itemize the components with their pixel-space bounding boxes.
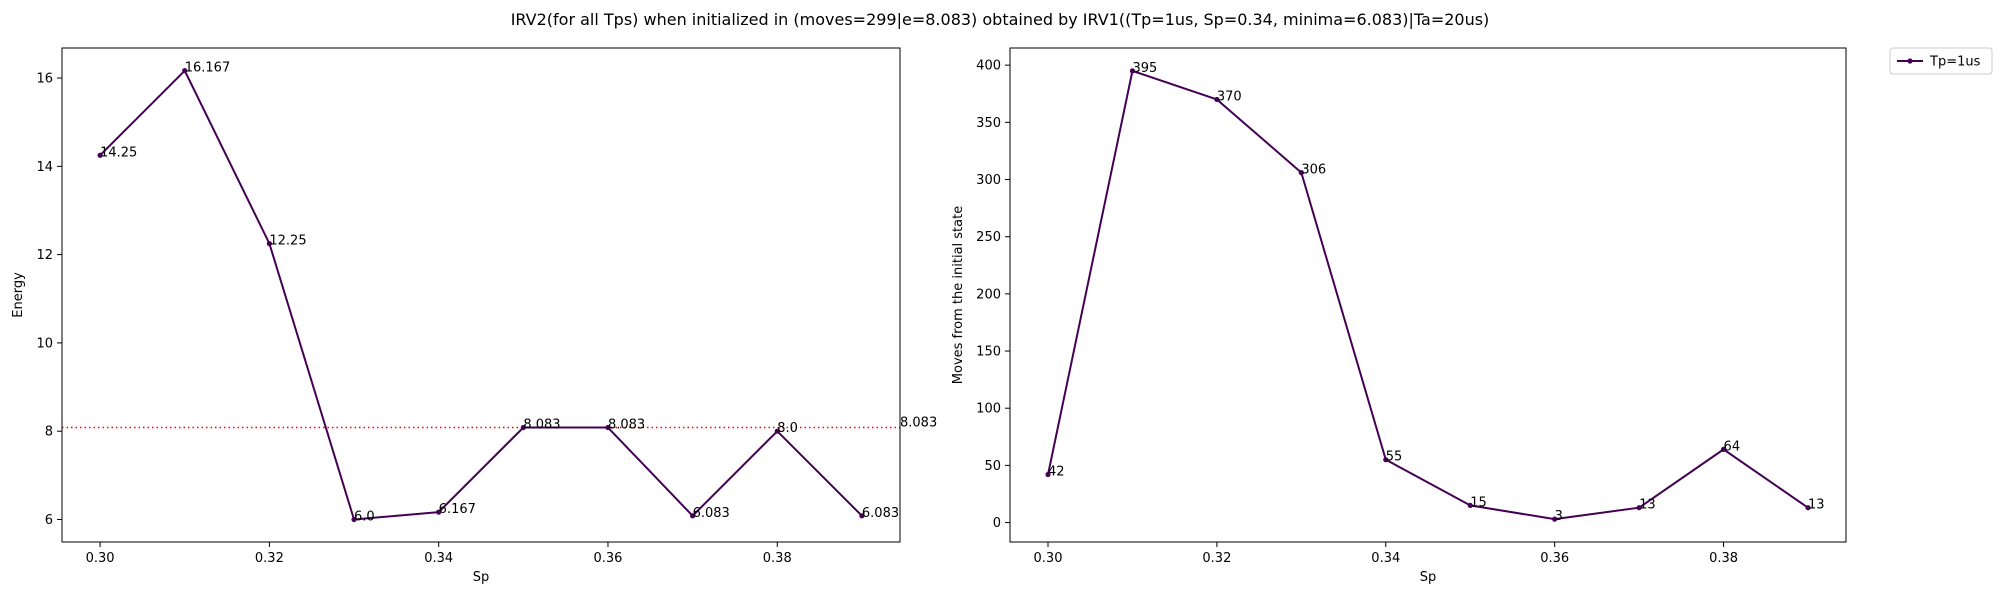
y-tick-label: 300 (976, 173, 1001, 188)
data-label: 6.083 (693, 506, 730, 521)
y-tick-label: 8 (45, 425, 53, 440)
data-label: 42 (1048, 465, 1065, 480)
data-point (1720, 446, 1727, 452)
x-tick-label: 0.36 (593, 551, 622, 566)
data-label: 6.0 (354, 509, 375, 524)
data-point (182, 68, 188, 74)
data-point (1552, 516, 1558, 522)
data-point (1636, 505, 1642, 511)
y-tick-label: 250 (976, 230, 1001, 245)
series-line (99, 69, 863, 521)
legend-entry: Tp=1us (1929, 55, 1981, 70)
reference-line-label: 8.083 (900, 416, 937, 431)
data-label: 370 (1217, 89, 1242, 104)
series-line (1047, 69, 1809, 521)
y-tick-label: 200 (976, 287, 1001, 302)
x-tick-label: 0.32 (1202, 551, 1231, 566)
plot-frame (61, 47, 901, 543)
plot-frame (1009, 47, 1847, 543)
legend-box (1889, 47, 1993, 75)
y-tick-label: 16 (36, 72, 53, 87)
y-tick-label: 400 (976, 59, 1001, 74)
y-tick-label: 50 (984, 459, 1001, 474)
x-tick-label: 0.38 (763, 551, 792, 566)
data-point (1129, 68, 1136, 74)
data-point (97, 152, 103, 158)
data-point (266, 240, 272, 247)
data-point (351, 516, 357, 523)
data-point (1045, 471, 1051, 478)
x-tick-label: 0.30 (86, 551, 115, 566)
data-point (520, 424, 526, 431)
data-label: 8.083 (608, 418, 645, 433)
data-label: 14.25 (100, 145, 137, 160)
x-tick-label: 0.32 (255, 551, 284, 566)
data-label: 15 (1470, 495, 1487, 510)
y-tick-label: 0 (993, 516, 1001, 531)
data-point (1383, 457, 1389, 463)
data-label: 64 (1724, 439, 1741, 454)
y-tick-label: 10 (36, 336, 53, 351)
data-point (605, 424, 611, 431)
y-tick-label: 14 (36, 160, 53, 175)
data-label: 306 (1301, 163, 1326, 178)
x-tick-label: 0.34 (424, 551, 453, 566)
data-label: 6.167 (439, 502, 476, 517)
energy-chart: 0.30 0.32 0.34 0.36 0.38 6 8 10 12 14 16 Sp Energy 8.… (11, 47, 937, 585)
data-point (1298, 170, 1304, 176)
y-tick-label: 150 (976, 345, 1001, 360)
legend: Tp=1us (1889, 47, 1993, 75)
y-axis-label: Moves from the initial state (951, 206, 966, 384)
data-label: 16.167 (185, 61, 231, 76)
x-axis-label: Sp (473, 570, 490, 585)
y-tick-label: 350 (976, 116, 1001, 131)
data-label: 3 (1555, 509, 1563, 524)
data-point (690, 513, 696, 519)
y-axis-label: Energy (11, 272, 26, 318)
data-label: 395 (1132, 61, 1157, 76)
data-point (1214, 96, 1220, 103)
data-point (436, 509, 442, 515)
y-tick-label: 100 (976, 402, 1001, 417)
moves-chart: 0.30 0.32 0.34 0.36 0.3805010015020025030035… (951, 47, 1847, 585)
data-point (774, 428, 780, 434)
data-point (859, 513, 865, 519)
data-label: 8.083 (523, 418, 560, 433)
x-tick-label: 0.36 (1540, 551, 1569, 566)
data-label: 13 (1808, 498, 1825, 513)
data-label: 12.25 (269, 234, 306, 249)
x-tick-label: 0.30 (1034, 551, 1063, 566)
data-label: 6.083 (862, 506, 899, 521)
y-tick-label: 6 (45, 513, 53, 528)
legend-marker (1907, 58, 1913, 64)
y-tick-label: 12 (36, 248, 53, 263)
data-point (1805, 505, 1811, 511)
data-label: 8.0 (777, 421, 798, 436)
data-label: 55 (1386, 450, 1403, 465)
x-tick-label: 0.34 (1371, 551, 1400, 566)
figure-title: IRV2(for all Tps) when initialized in (m… (511, 10, 1490, 29)
data-point (1467, 502, 1473, 509)
x-tick-label: 0.38 (1709, 551, 1738, 566)
x-axis-label: Sp (1420, 570, 1437, 585)
data-label: 13 (1639, 498, 1656, 513)
